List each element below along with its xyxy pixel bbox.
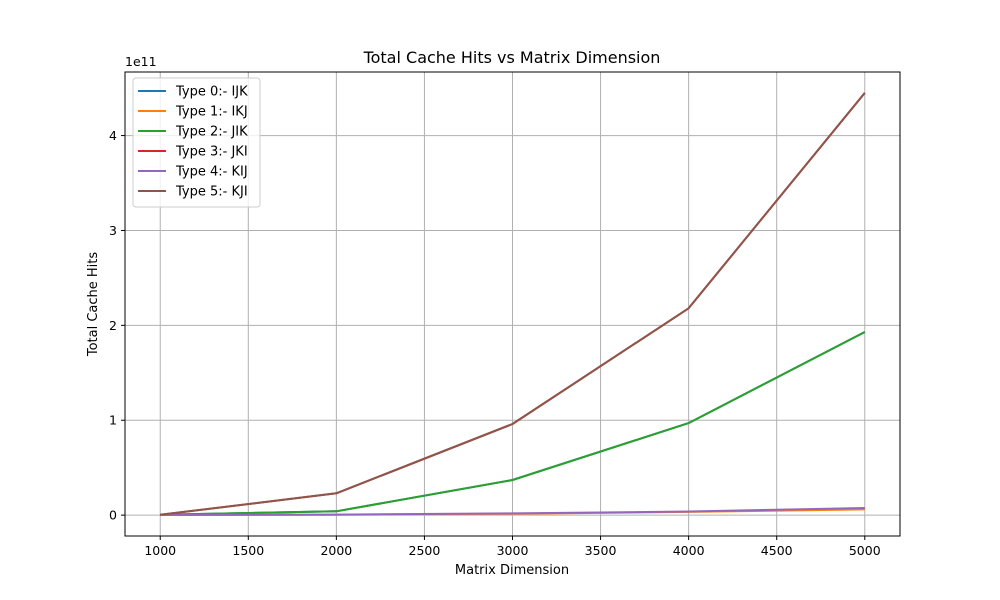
y-tick-label: 0 (109, 508, 117, 523)
series-line-type-2 (160, 331, 866, 516)
legend-label: Type 0:- IJK (175, 85, 248, 100)
x-tick-label: 1500 (232, 543, 264, 558)
legend-label: Type 2:- JIK (175, 125, 248, 140)
legend-label: Type 1:- IKJ (175, 105, 248, 120)
series-lines (160, 92, 866, 516)
y-tick-label: 2 (109, 318, 117, 333)
x-tick-label: 5000 (849, 543, 881, 558)
legend-label: Type 4:- KIJ (175, 165, 248, 180)
axis-ticks: 1000 1500 2000 2500 3000 3500 4000 4500 5000 0 1 2 3… (109, 128, 881, 558)
y-axis-label: Total Cache Hits (86, 252, 101, 358)
legend: Type 0:- IJK Type 1:- IKJ Type 2:- JIK Type… (132, 77, 261, 208)
y-tick-label: 3 (109, 223, 117, 238)
x-tick-label: 4000 (673, 543, 705, 558)
series-line-type-5 (160, 92, 866, 516)
x-tick-label: 2000 (320, 543, 352, 558)
grid (125, 72, 900, 536)
y-tick-label: 4 (109, 128, 117, 143)
y-axis-offset-label: 1e11 (125, 54, 157, 69)
chart-title: Total Cache Hits vs Matrix Dimension (363, 48, 661, 67)
x-tick-label: 2500 (409, 543, 441, 558)
series-line-type-4 (160, 507, 865, 516)
x-axis-label: Matrix Dimension (455, 563, 569, 578)
x-tick-label: 4500 (761, 543, 793, 558)
y-tick-label: 1 (109, 413, 117, 428)
legend-label: Type 3:- JKI (175, 145, 248, 160)
legend-label: Type 5:- KJI (175, 185, 248, 200)
x-tick-label: 3500 (585, 543, 617, 558)
x-tick-label: 3000 (497, 543, 529, 558)
x-tick-label: 1000 (144, 543, 176, 558)
